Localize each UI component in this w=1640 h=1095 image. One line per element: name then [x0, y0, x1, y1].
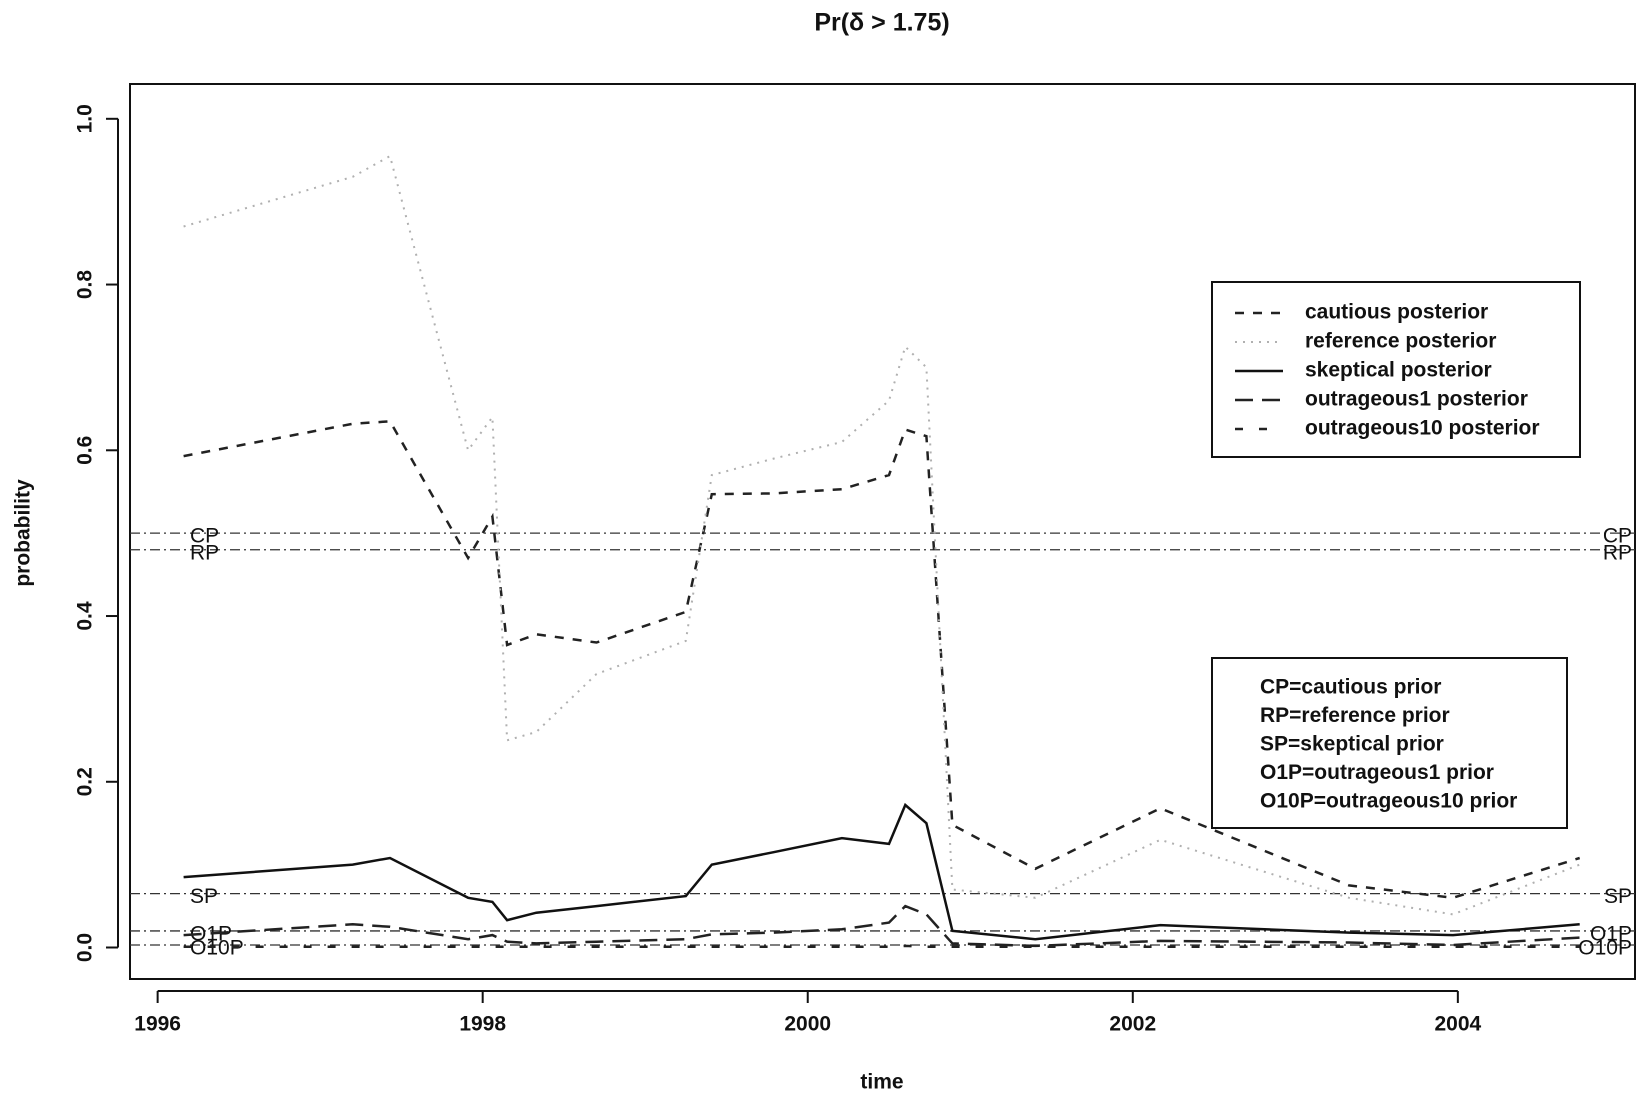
y-axis-label: probability	[12, 479, 35, 587]
series-line	[183, 904, 1580, 948]
x-tick-label: 1996	[134, 1013, 181, 1036]
prior-legend-label: CP=cautious prior	[1260, 676, 1441, 699]
y-tick-label: 0.0	[74, 933, 97, 962]
prior-label: O10P	[1578, 937, 1632, 960]
prior-legend-box	[1211, 657, 1568, 829]
series-line	[183, 944, 1580, 948]
prior-legend-label: RP=reference prior	[1260, 704, 1450, 727]
prior-label: SP	[1604, 885, 1632, 908]
chart-title: Pr(δ > 1.75)	[814, 9, 949, 37]
y-tick-label: 0.6	[74, 436, 97, 465]
prior-label: CP	[1603, 525, 1632, 548]
series-line	[183, 802, 1580, 941]
legend-label: reference posterior	[1305, 330, 1496, 353]
series-line	[183, 154, 1581, 916]
prior-label: O10P	[190, 937, 244, 960]
legend-label: skeptical posterior	[1305, 359, 1492, 382]
legend-label: outrageous10 posterior	[1305, 417, 1540, 440]
prior-label: CP	[190, 525, 219, 548]
y-tick-label: 1.0	[74, 104, 97, 133]
prior-label: RP	[190, 541, 219, 564]
plot-frame	[129, 83, 1636, 980]
x-tick-label: 2000	[784, 1013, 831, 1036]
prior-label: O1P	[1590, 922, 1632, 945]
prior-legend-label: O1P=outrageous1 prior	[1260, 761, 1494, 784]
legend-label: outrageous1 posterior	[1305, 388, 1528, 411]
series-line	[183, 420, 1581, 900]
y-tick-label: 0.4	[74, 601, 97, 631]
y-tick-label: 0.8	[74, 270, 97, 300]
prior-legend-label: O10P=outrageous10 prior	[1260, 790, 1517, 813]
prior-label: RP	[1603, 541, 1632, 564]
x-tick-label: 2004	[1434, 1013, 1481, 1036]
y-tick-label: 0.2	[74, 767, 97, 796]
prior-legend-label: SP=skeptical prior	[1260, 733, 1444, 756]
x-tick-label: 1998	[459, 1013, 506, 1036]
legend-label: cautious posterior	[1305, 301, 1488, 324]
x-axis-label: time	[860, 1071, 903, 1094]
x-tick-label: 2002	[1109, 1013, 1156, 1036]
legend-box	[1211, 281, 1581, 458]
prior-label: SP	[190, 885, 218, 908]
